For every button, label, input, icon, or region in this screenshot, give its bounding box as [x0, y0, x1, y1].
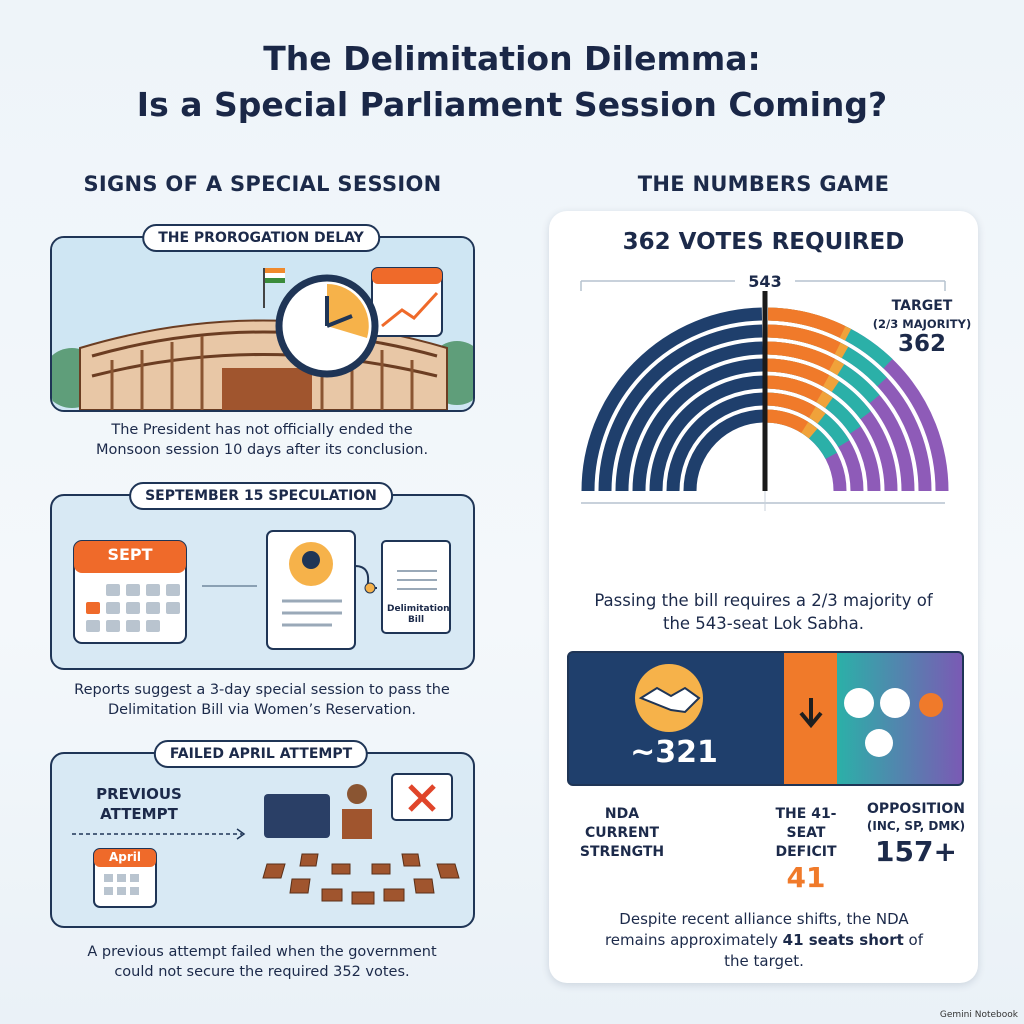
target-label: TARGET — [891, 298, 953, 314]
explanation: Passing the bill requires a 2/3 majority… — [594, 591, 933, 633]
card-caption: The President has not officially ended t… — [95, 422, 429, 458]
section-heading: THE NUMBERS GAME — [637, 172, 890, 196]
title-line: The Delimitation Dilemma: — [263, 39, 761, 78]
bar-icons — [635, 664, 943, 757]
card: SEPT Delimitation Bill — [50, 494, 475, 670]
arc-band — [767, 341, 836, 371]
card-label: FAILED APRIL ATTEMPT — [153, 740, 369, 768]
arc-band — [767, 324, 841, 355]
arc-band — [581, 307, 763, 492]
footer-part: Despite recent alliance shifts, the NDA … — [604, 910, 909, 949]
footer-part: of the target. — [724, 931, 924, 970]
opposition-sub: (INC, SP, DMK) — [866, 819, 966, 833]
card-label: SEPTEMBER 15 SPECULATION — [129, 482, 393, 510]
footer-bold: 41 seats short — [782, 931, 904, 949]
arc-band — [767, 307, 846, 338]
target-value: 362 — [897, 331, 946, 357]
opposition-label: OPPOSITION — [867, 801, 965, 817]
strength-bar: ~321 — [567, 651, 964, 786]
arc-band — [615, 341, 763, 492]
card — [50, 236, 475, 412]
arc-band — [766, 358, 830, 387]
total-seats: 543 — [735, 272, 795, 291]
watermark: Gemini Notebook — [939, 1010, 1018, 1020]
title-line: Is a Special Parliament Session Coming? — [136, 85, 888, 124]
calendar-month: April — [108, 850, 142, 864]
nda-value: ~321 — [630, 735, 718, 770]
panel-title: 362 VOTES REQUIRED — [622, 229, 905, 255]
deficit-value: 41 — [786, 861, 826, 894]
footer-text: Despite recent alliance shifts, the NDA … — [599, 909, 929, 972]
calendar-month: SEPT — [107, 545, 153, 564]
arc-band — [765, 409, 809, 434]
arc-band — [766, 392, 816, 418]
section-heading: SIGNS OF A SPECIAL SESSION — [83, 172, 442, 196]
assembly-illustration — [72, 773, 460, 908]
target-sub: (2/3 MAJORITY) — [872, 317, 972, 331]
document-title: Delimitation Bill — [387, 604, 450, 625]
card: PREVIOUS ATTEMPT April — [50, 752, 475, 928]
card-label: THE PROROGATION DELAY — [142, 224, 380, 252]
arc-band — [649, 375, 764, 492]
seat-arc — [580, 280, 949, 511]
opposition-value: 157+ — [875, 835, 957, 868]
nda-label: NDA CURRENT STRENGTH — [579, 806, 665, 860]
deficit-label: THE 41-SEAT DEFICIT — [775, 806, 837, 860]
arc-band — [766, 375, 823, 403]
calendar-illustration — [73, 530, 451, 650]
card-caption: A previous attempt failed when the gover… — [87, 944, 437, 980]
card-caption: Reports suggest a 3-day special session … — [74, 682, 450, 718]
arc-band — [666, 392, 764, 492]
side-text: PREVIOUS ATTEMPT — [96, 785, 182, 823]
numbers-panel: 362 VOTES REQUIRED 543 TARGET (2/3 MAJOR… — [549, 211, 978, 983]
arc-band — [683, 409, 764, 492]
arc-band — [632, 358, 763, 492]
parliament-illustration — [52, 238, 473, 410]
arc-band — [598, 324, 763, 492]
